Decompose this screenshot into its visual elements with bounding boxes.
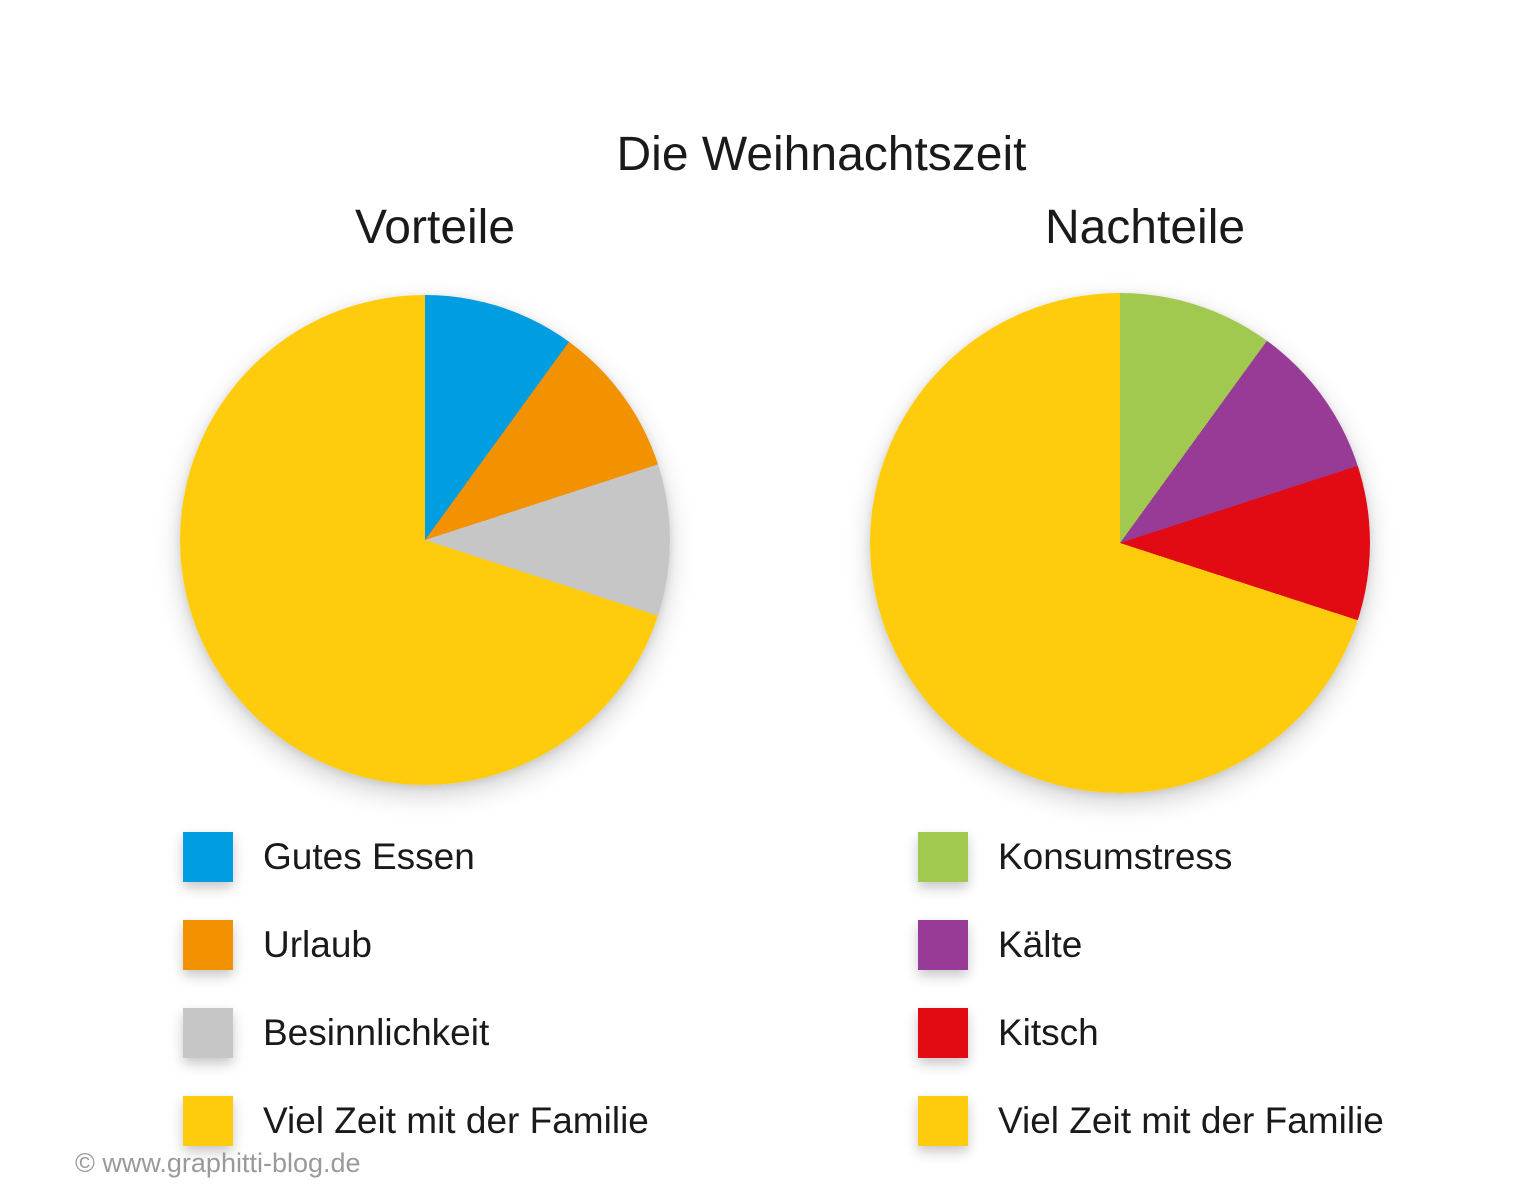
legend-swatch-kitsch bbox=[918, 1008, 968, 1058]
legend-swatch-besinnlichkeit bbox=[183, 1008, 233, 1058]
legend-label: Konsumstress bbox=[998, 836, 1233, 877]
legend-label: Viel Zeit mit der Familie bbox=[998, 1100, 1384, 1141]
legend-vorteile: Gutes Essen Urlaub Besinnlichkeit Viel Z… bbox=[183, 832, 649, 1146]
legend-item: Viel Zeit mit der Familie bbox=[918, 1096, 1384, 1146]
legend-item: Kitsch bbox=[918, 1008, 1384, 1058]
legend-swatch-familie-rechts bbox=[918, 1096, 968, 1146]
legend-item: Konsumstress bbox=[918, 832, 1384, 882]
legend-label: Viel Zeit mit der Familie bbox=[263, 1100, 649, 1141]
pie-chart-nachteile bbox=[870, 293, 1370, 793]
legend-swatch-gutes-essen bbox=[183, 832, 233, 882]
legend-swatch-familie-links bbox=[183, 1096, 233, 1146]
legend-item: Besinnlichkeit bbox=[183, 1008, 649, 1058]
legend-label: Kälte bbox=[998, 924, 1083, 965]
page-title: Die Weihnachtszeit bbox=[616, 128, 1027, 182]
legend-item: Gutes Essen bbox=[183, 832, 649, 882]
legend-label: Besinnlichkeit bbox=[263, 1012, 490, 1053]
legend-nachteile: Konsumstress Kälte Kitsch Viel Zeit mit … bbox=[918, 832, 1384, 1146]
pie-chart-vorteile bbox=[180, 295, 670, 785]
legend-swatch-kaelte bbox=[918, 920, 968, 970]
legend-label: Kitsch bbox=[998, 1012, 1099, 1053]
chart-title-vorteile: Vorteile bbox=[354, 201, 516, 254]
legend-label: Urlaub bbox=[263, 924, 372, 965]
legend-item: Viel Zeit mit der Familie bbox=[183, 1096, 649, 1146]
copyright-text: © www.graphitti-blog.de bbox=[75, 1148, 361, 1178]
legend-swatch-konsumstress bbox=[918, 832, 968, 882]
legend-swatch-urlaub bbox=[183, 920, 233, 970]
chart-title-nachteile: Nachteile bbox=[1044, 201, 1246, 254]
legend-item: Kälte bbox=[918, 920, 1384, 970]
legend-item: Urlaub bbox=[183, 920, 649, 970]
legend-label: Gutes Essen bbox=[263, 836, 475, 877]
